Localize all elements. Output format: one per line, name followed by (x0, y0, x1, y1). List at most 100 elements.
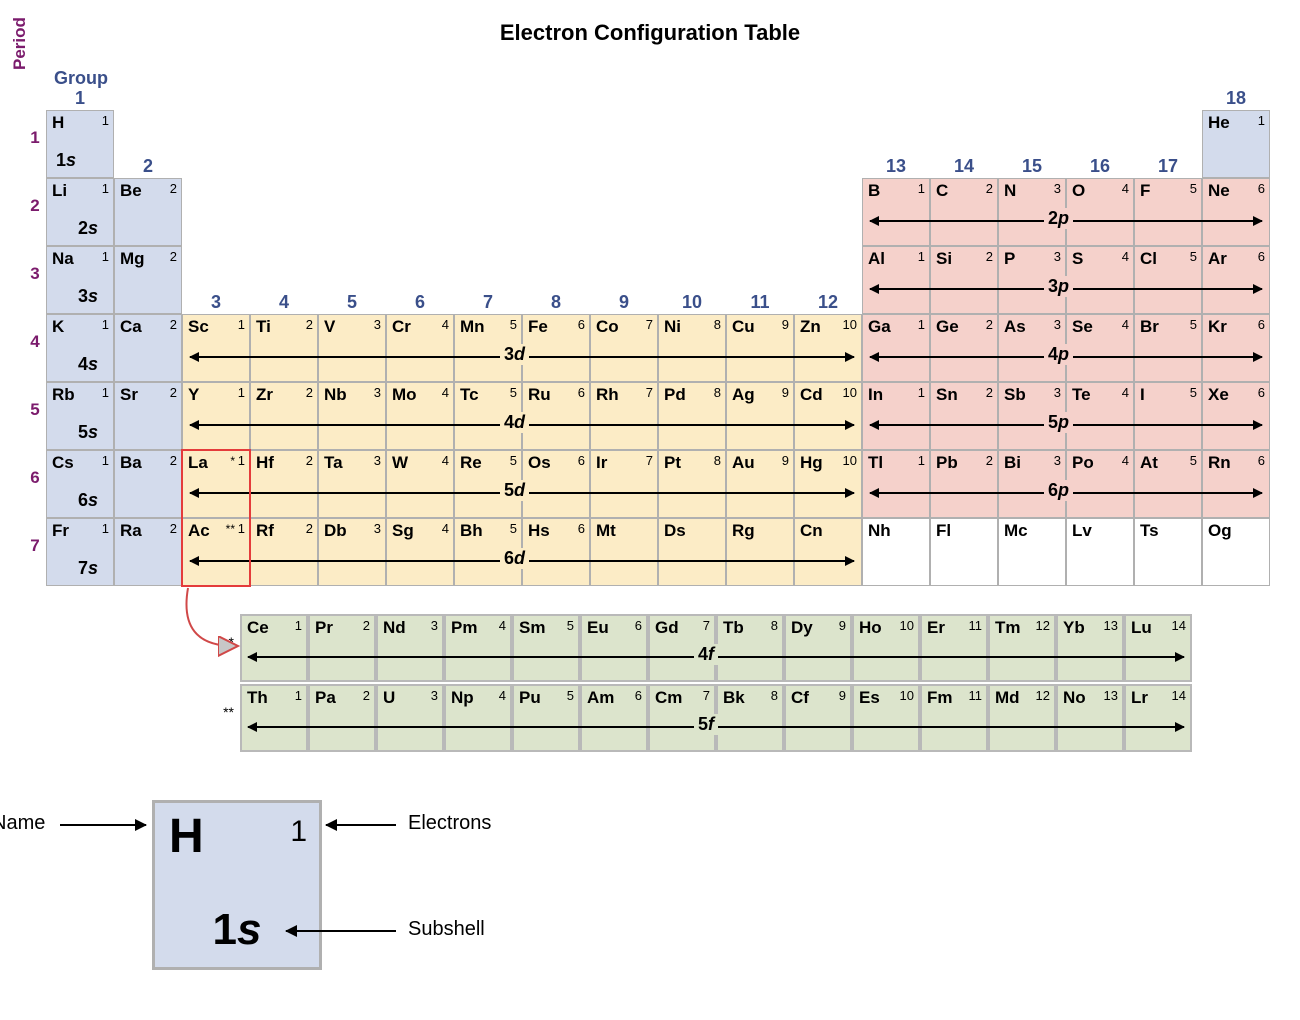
element-cell-Zn: Zn10 (794, 314, 862, 382)
electron-count: 4 (1122, 249, 1129, 264)
electron-count: 1 (102, 113, 109, 128)
element-cell-Se: Se4 (1066, 314, 1134, 382)
element-cell-Ti: Ti2 (250, 314, 318, 382)
element-symbol: Pa (315, 688, 336, 708)
subshell-label-s: 3s (74, 286, 102, 307)
element-cell-Au: Au9 (726, 450, 794, 518)
period-number: 6 (28, 468, 42, 488)
electron-count: 10 (843, 317, 857, 332)
element-cell-In: In1 (862, 382, 930, 450)
group-number: 13 (862, 156, 930, 177)
element-symbol: Na (52, 249, 74, 269)
electron-count: 1 (102, 521, 109, 536)
subshell-label: 6d (500, 548, 529, 569)
electron-count: 6 (1258, 249, 1265, 264)
element-symbol: Hg (800, 453, 823, 473)
element-symbol: In (868, 385, 883, 405)
element-cell-Cl: Cl5 (1134, 246, 1202, 314)
element-symbol: Yb (1063, 618, 1085, 638)
element-symbol: Np (451, 688, 474, 708)
element-cell-Sn: Sn2 (930, 382, 998, 450)
electron-count: 13 (1104, 688, 1118, 703)
electron-count: 7 (646, 453, 653, 468)
group-number: 8 (522, 292, 590, 313)
electron-count: 8 (771, 618, 778, 633)
electron-count: 3 (1054, 317, 1061, 332)
element-cell-No: No13 (1056, 684, 1124, 752)
element-symbol: Mg (120, 249, 145, 269)
electron-count: 8 (714, 385, 721, 400)
element-symbol: Ar (1208, 249, 1227, 269)
element-symbol: Sn (936, 385, 958, 405)
element-cell-Si: Si2 (930, 246, 998, 314)
electron-count: 2 (306, 521, 313, 536)
legend-arrow-name (60, 824, 146, 826)
element-cell-Nb: Nb3 (318, 382, 386, 450)
element-symbol: Xe (1208, 385, 1229, 405)
element-symbol: Pu (519, 688, 541, 708)
electron-count: 2 (170, 317, 177, 332)
element-cell-Tl: Tl1 (862, 450, 930, 518)
subshell-label: 3d (500, 344, 529, 365)
element-cell-Lr: Lr14 (1124, 684, 1192, 752)
electron-count: 4 (442, 453, 449, 468)
electron-count: 3 (374, 453, 381, 468)
electron-count: 9 (839, 688, 846, 703)
element-cell-Fe: Fe6 (522, 314, 590, 382)
electron-count: 2 (306, 385, 313, 400)
element-symbol: V (324, 317, 335, 337)
element-cell-Br: Br5 (1134, 314, 1202, 382)
electron-count: 5 (510, 385, 517, 400)
element-cell-Ar: Ar 6 (1202, 246, 1270, 314)
element-cell-Er: Er11 (920, 614, 988, 682)
group-number: 7 (454, 292, 522, 313)
legend-label-name: Name (0, 812, 45, 835)
element-symbol: Tl (868, 453, 883, 473)
electron-count: 3 (1054, 249, 1061, 264)
period-number: 7 (28, 536, 42, 556)
element-cell-Po: Po4 (1066, 450, 1134, 518)
element-symbol: Ba (120, 453, 142, 473)
electron-count: 4 (1122, 385, 1129, 400)
period-number: 1 (28, 128, 42, 148)
element-cell-Eu: Eu6 (580, 614, 648, 682)
element-cell-Db: Db3 (318, 518, 386, 586)
element-cell-Ir: Ir7 (590, 450, 658, 518)
element-symbol: Rg (732, 521, 755, 541)
element-cell-Nd: Nd3 (376, 614, 444, 682)
element-cell-Bk: Bk8 (716, 684, 784, 752)
electron-count: 3 (1054, 453, 1061, 468)
subshell-label-s: 5s (74, 422, 102, 443)
element-symbol: S (1072, 249, 1083, 269)
electron-count: 1 (918, 249, 925, 264)
element-symbol: Cr (392, 317, 411, 337)
element-cell-Fl: Fl (930, 518, 998, 586)
element-cell-Mo: Mo4 (386, 382, 454, 450)
element-symbol: Dy (791, 618, 813, 638)
element-symbol: He (1208, 113, 1230, 133)
electron-count: 7 (703, 688, 710, 703)
element-symbol: Ra (120, 521, 142, 541)
group-number: 9 (590, 292, 658, 313)
element-symbol: Nb (324, 385, 347, 405)
electron-count: 6 (578, 385, 585, 400)
electron-count: 7 (646, 317, 653, 332)
group-number: 3 (182, 292, 250, 313)
element-symbol: Os (528, 453, 551, 473)
electron-count: 7 (703, 618, 710, 633)
element-symbol: Mo (392, 385, 417, 405)
element-symbol: Mn (460, 317, 485, 337)
element-cell-Pd: Pd8 (658, 382, 726, 450)
element-symbol: Bi (1004, 453, 1021, 473)
element-symbol: Bh (460, 521, 483, 541)
element-symbol: Ne (1208, 181, 1230, 201)
element-symbol: Fl (936, 521, 951, 541)
element-cell-He: He1 (1202, 110, 1270, 178)
electron-count: 1 (102, 317, 109, 332)
electron-count: 2 (170, 521, 177, 536)
electron-count: 5 (1190, 453, 1197, 468)
element-cell-Dy: Dy9 (784, 614, 852, 682)
electron-count: 2 (170, 181, 177, 196)
electron-count: 4 (442, 317, 449, 332)
element-cell-Og: Og (1202, 518, 1270, 586)
